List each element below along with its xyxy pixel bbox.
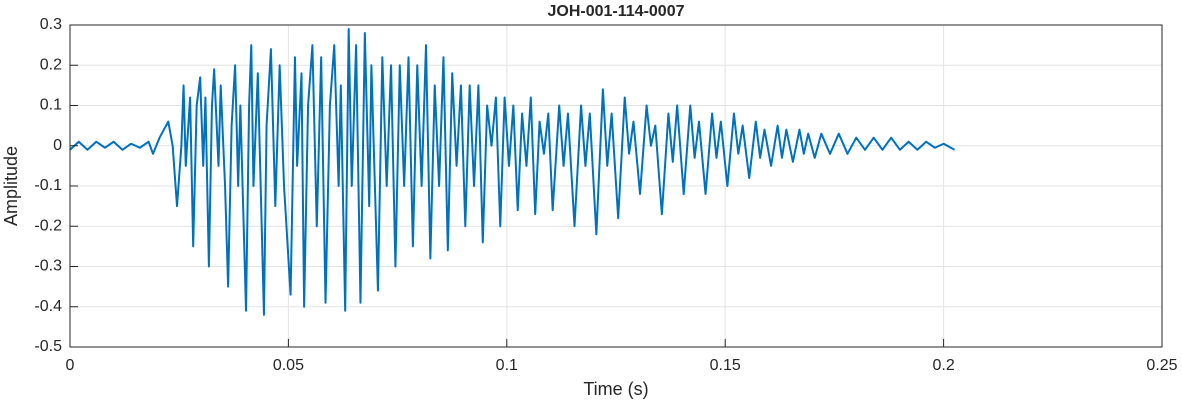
chart-title: JOH-001-114-0007 <box>548 3 685 20</box>
plot <box>69 28 956 316</box>
x-tick-label: 0.1 <box>496 357 518 374</box>
y-tick-label: -0.5 <box>34 338 62 355</box>
y-tick-label: -0.3 <box>34 258 62 275</box>
ticks: 0 0.05 0.1 0.15 0.2 0.25 -0.5 -0.4 -0.3 -0.2 -0.1 0… <box>34 16 1177 374</box>
x-axis-label: Time (s) <box>583 379 648 399</box>
x-tick-label: 0.25 <box>1146 357 1177 374</box>
x-tick-label: 0 <box>66 357 75 374</box>
y-tick-label: -0.1 <box>34 177 62 194</box>
y-tick-label: -0.2 <box>34 217 62 234</box>
y-tick-label: -0.4 <box>34 298 62 315</box>
y-tick-label: 0 <box>53 137 62 154</box>
y-tick-label: 0.3 <box>40 16 62 33</box>
x-tick-label: 0.2 <box>932 357 954 374</box>
waveform-line <box>69 28 956 316</box>
y-tick-label: 0.1 <box>40 97 62 114</box>
x-tick-label: 0.15 <box>710 357 741 374</box>
y-axis-label: Amplitude <box>1 146 21 226</box>
x-tick-label: 0.05 <box>273 357 304 374</box>
y-tick-label: 0.2 <box>40 56 62 73</box>
